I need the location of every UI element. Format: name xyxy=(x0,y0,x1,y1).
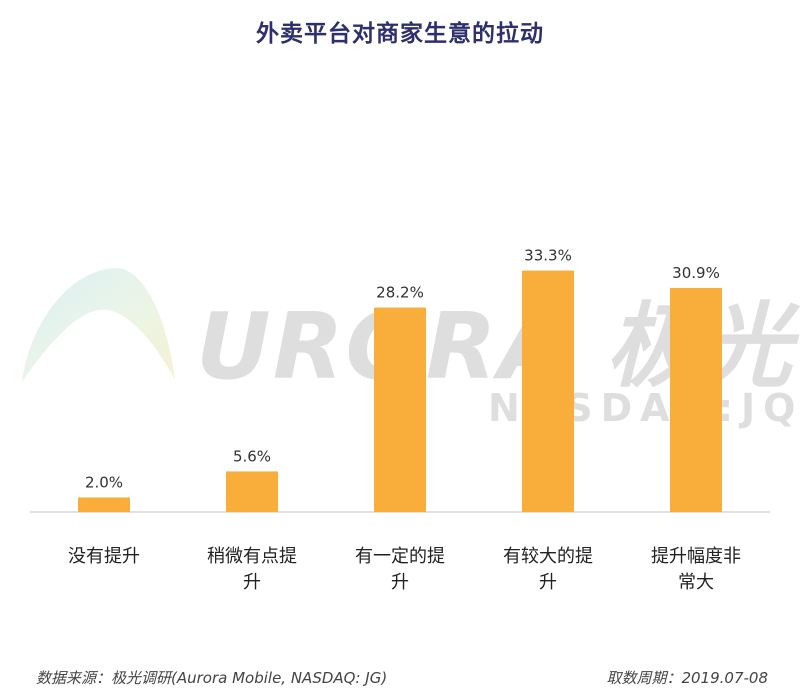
data-label: 5.6% xyxy=(233,447,271,465)
data-source-note: 数据来源：极光调研(Aurora Mobile, NASDAQ: JG) xyxy=(36,669,388,687)
bar xyxy=(226,471,278,512)
bar-chart: 2.0% 没有提升 5.6% 稍微有点提升 28.2% 有一定的提升 33.3% 有较大的提升… xyxy=(30,247,770,593)
data-label: 33.3% xyxy=(524,247,572,265)
bar xyxy=(522,270,574,512)
category-label: 提升幅度非常大 xyxy=(651,546,741,593)
data-label: 30.9% xyxy=(672,264,720,282)
bar xyxy=(374,307,426,512)
category-label: 有一定的提升 xyxy=(355,546,445,593)
aurora-logo-watermark xyxy=(22,267,175,382)
data-period-note: 取数周期：2019.07-08 xyxy=(606,669,768,687)
bar xyxy=(670,287,722,512)
category-label: 没有提升 xyxy=(68,546,140,567)
category-label: 稍微有点提升 xyxy=(207,546,297,593)
data-label: 28.2% xyxy=(376,284,424,302)
data-label: 2.0% xyxy=(85,474,123,492)
chart-title: 外卖平台对商家生意的拉动 xyxy=(256,21,544,47)
bar xyxy=(78,497,130,512)
category-label: 有较大的提升 xyxy=(503,546,593,593)
